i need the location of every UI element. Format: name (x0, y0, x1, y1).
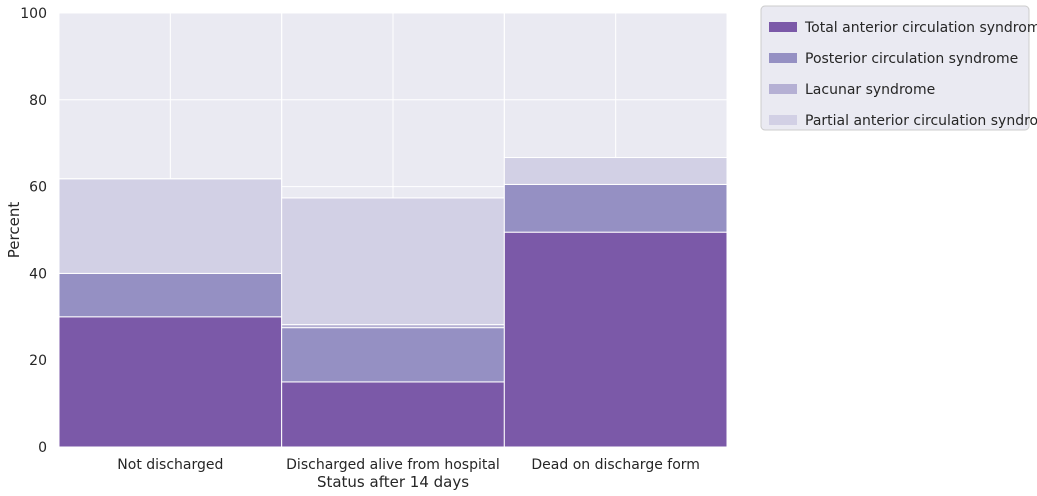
legend-label: Total anterior circulation syndrome (804, 20, 1037, 36)
bar-segment (281, 197, 505, 326)
legend-label: Partial anterior circulation syndrome (805, 113, 1037, 129)
bar-segment (503, 231, 728, 448)
bar-segment (58, 178, 283, 274)
bar-outline (503, 12, 728, 159)
x-tick-label: Not discharged (117, 457, 223, 473)
x-tick-labels: Not discharged Discharged alive from hosp… (117, 457, 700, 473)
legend-swatch (769, 115, 797, 125)
y-tick-label: 0 (38, 440, 47, 456)
legend: Total anterior circulation syndrome Poste… (760, 5, 1037, 131)
y-tick-label: 40 (29, 266, 47, 282)
bar-segment (281, 327, 505, 383)
bars-group (58, 12, 728, 448)
legend-box (760, 5, 1030, 131)
y-tick-labels: 0 20 40 60 80 100 (20, 6, 47, 456)
bar-segment (503, 157, 728, 185)
y-axis-label: Percent (5, 202, 23, 259)
legend-swatch (769, 84, 797, 94)
x-axis-label: Status after 14 days (317, 473, 469, 491)
legend-swatch (769, 53, 797, 63)
x-tick-label: Discharged alive from hospital (286, 457, 500, 473)
y-tick-label: 20 (29, 353, 47, 369)
legend-label: Posterior circulation syndrome (805, 51, 1018, 67)
bar-segment (281, 381, 505, 448)
bar-segment (58, 316, 283, 448)
legend-label: Lacunar syndrome (805, 82, 935, 98)
legend-swatch (769, 22, 797, 32)
y-tick-label: 60 (29, 180, 47, 196)
bar-segment (58, 272, 283, 318)
bar-segment (503, 183, 728, 233)
x-tick-label: Dead on discharge form (531, 457, 700, 473)
y-tick-label: 100 (20, 6, 47, 22)
y-tick-label: 80 (29, 93, 47, 109)
